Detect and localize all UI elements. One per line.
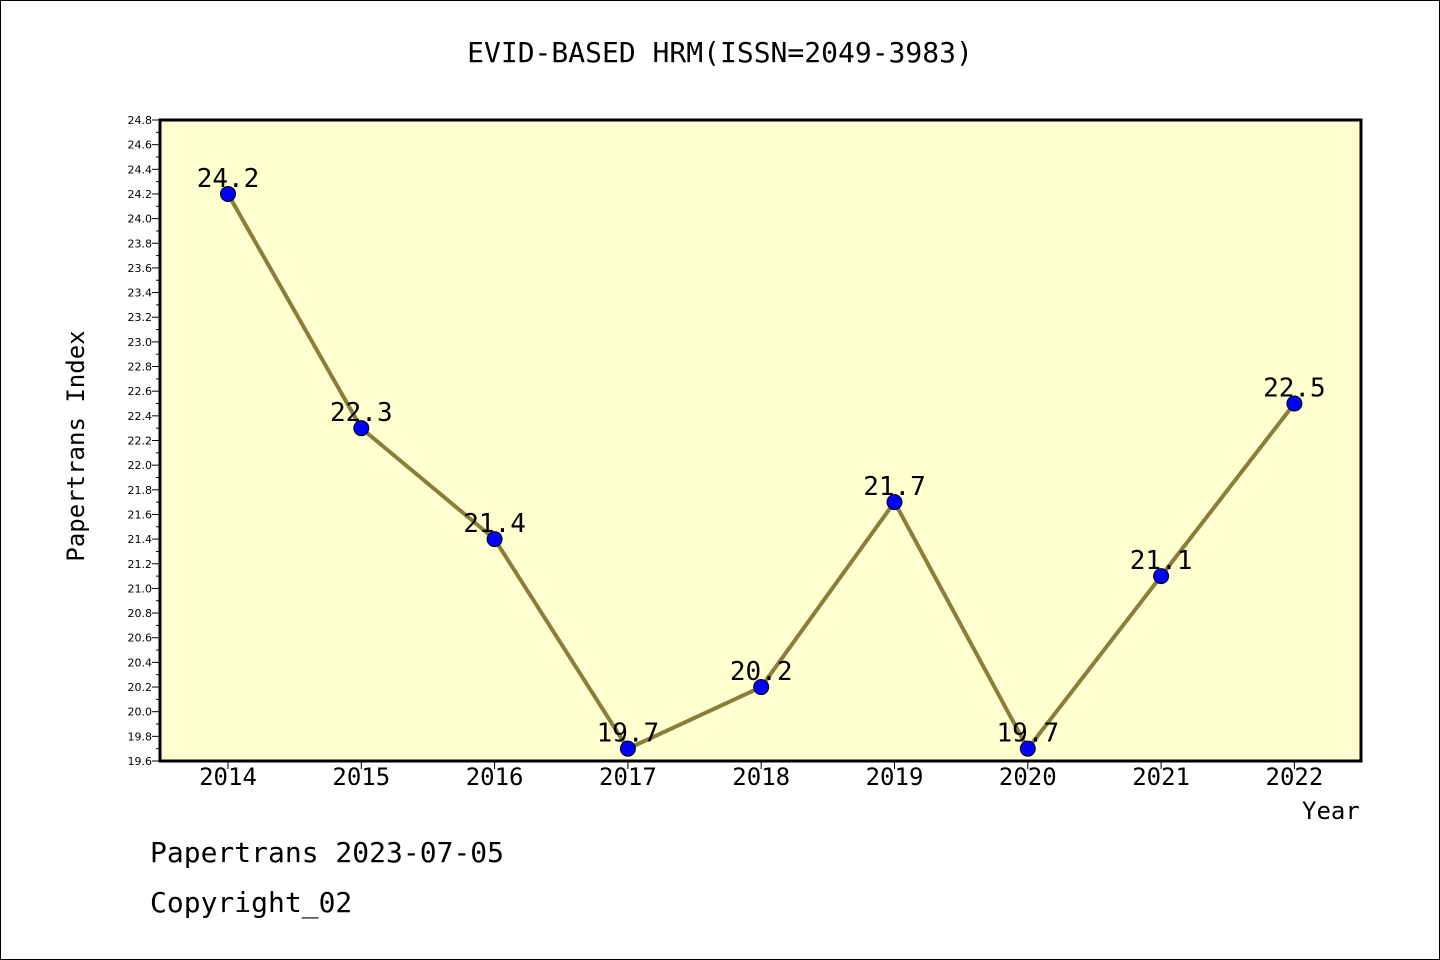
data-point-2021	[1153, 568, 1170, 585]
data-label-2016: 21.4	[463, 509, 526, 539]
data-label-2019: 21.7	[863, 472, 926, 502]
y-tick-label: 20.8	[128, 607, 153, 620]
footer-date: Papertrans 2023-07-05	[150, 836, 505, 869]
y-tick-label: 22.2	[128, 435, 153, 448]
y-tick-label: 20.4	[128, 656, 153, 669]
x-tick-label: 2015	[332, 763, 390, 791]
data-point-2019	[886, 494, 903, 511]
y-tick-label: 24.8	[128, 114, 153, 127]
y-tick-label: 21.4	[128, 533, 153, 546]
y-tick-label: 24.6	[128, 139, 153, 152]
x-tick-label: 2022	[1266, 763, 1324, 791]
data-label-2022: 22.5	[1263, 374, 1326, 404]
y-tick-label: 23.0	[128, 336, 153, 349]
data-point-2018	[753, 679, 770, 696]
y-tick-label: 19.6	[128, 755, 153, 768]
data-point-2014	[220, 185, 236, 202]
plot-area	[160, 120, 1361, 761]
footer-copyright: Copyright_02	[150, 886, 353, 919]
y-tick-label: 22.8	[128, 361, 153, 374]
x-tick-label: 2020	[999, 763, 1057, 791]
y-axis: 19.6 19.8 20.0 20.2 20.4 20.6 20.8 21.0 21.2 21.4…	[128, 114, 160, 768]
data-label-2014: 24.2	[197, 164, 260, 194]
x-tick-label: 2018	[732, 763, 790, 791]
y-tick-label: 22.0	[128, 459, 153, 472]
data-point-2016	[486, 531, 503, 548]
y-tick-label: 23.4	[128, 287, 153, 300]
y-tick-label: 23.6	[128, 262, 153, 275]
y-tick-label: 21.6	[128, 508, 153, 521]
x-tick-label: 2016	[466, 763, 524, 791]
series-layer: 24.2 22.3 21.4 19.7 20.2 21.7 19.7 21.1 22.5	[197, 164, 1326, 757]
y-tick-label: 24.0	[128, 213, 153, 226]
data-point-2017	[619, 740, 636, 757]
data-label-2018: 20.2	[730, 657, 793, 687]
y-tick-label: 20.2	[128, 681, 153, 694]
x-tick-label: 2014	[199, 763, 257, 791]
x-tick-label: 2021	[1132, 763, 1190, 791]
data-point-2015	[353, 420, 370, 437]
x-axis-label: Year	[1302, 797, 1360, 825]
data-point-2020	[1019, 740, 1036, 757]
y-tick-label: 24.4	[128, 163, 153, 176]
y-tick-label: 20.6	[128, 632, 153, 645]
y-tick-label: 20.0	[128, 706, 153, 719]
data-label-2017: 19.7	[597, 719, 660, 749]
data-label-2020: 19.7	[996, 719, 1059, 749]
y-tick-label: 21.2	[128, 558, 153, 571]
y-tick-label: 21.8	[128, 484, 153, 497]
plot-border	[158, 118, 1363, 763]
x-axis: 2014 2015 2016 2017 2018 2019 2020 2021 2022	[199, 761, 1323, 791]
data-label-2021: 21.1	[1130, 546, 1193, 576]
y-tick-label: 24.2	[128, 188, 153, 201]
x-tick-label: 2017	[599, 763, 657, 791]
x-tick-label: 2019	[866, 763, 924, 791]
y-tick-label: 22.6	[128, 385, 153, 398]
y-tick-label: 21.0	[128, 582, 153, 595]
data-label-2015: 22.3	[330, 398, 393, 428]
y-tick-label: 23.2	[128, 311, 153, 324]
data-point-2022	[1286, 395, 1303, 412]
chart-title: EVID-BASED HRM(ISSN=2049-3983)	[467, 36, 973, 69]
y-tick-label: 19.8	[128, 730, 153, 743]
y-tick-label: 23.8	[128, 237, 153, 250]
y-tick-label: 22.4	[128, 410, 153, 423]
